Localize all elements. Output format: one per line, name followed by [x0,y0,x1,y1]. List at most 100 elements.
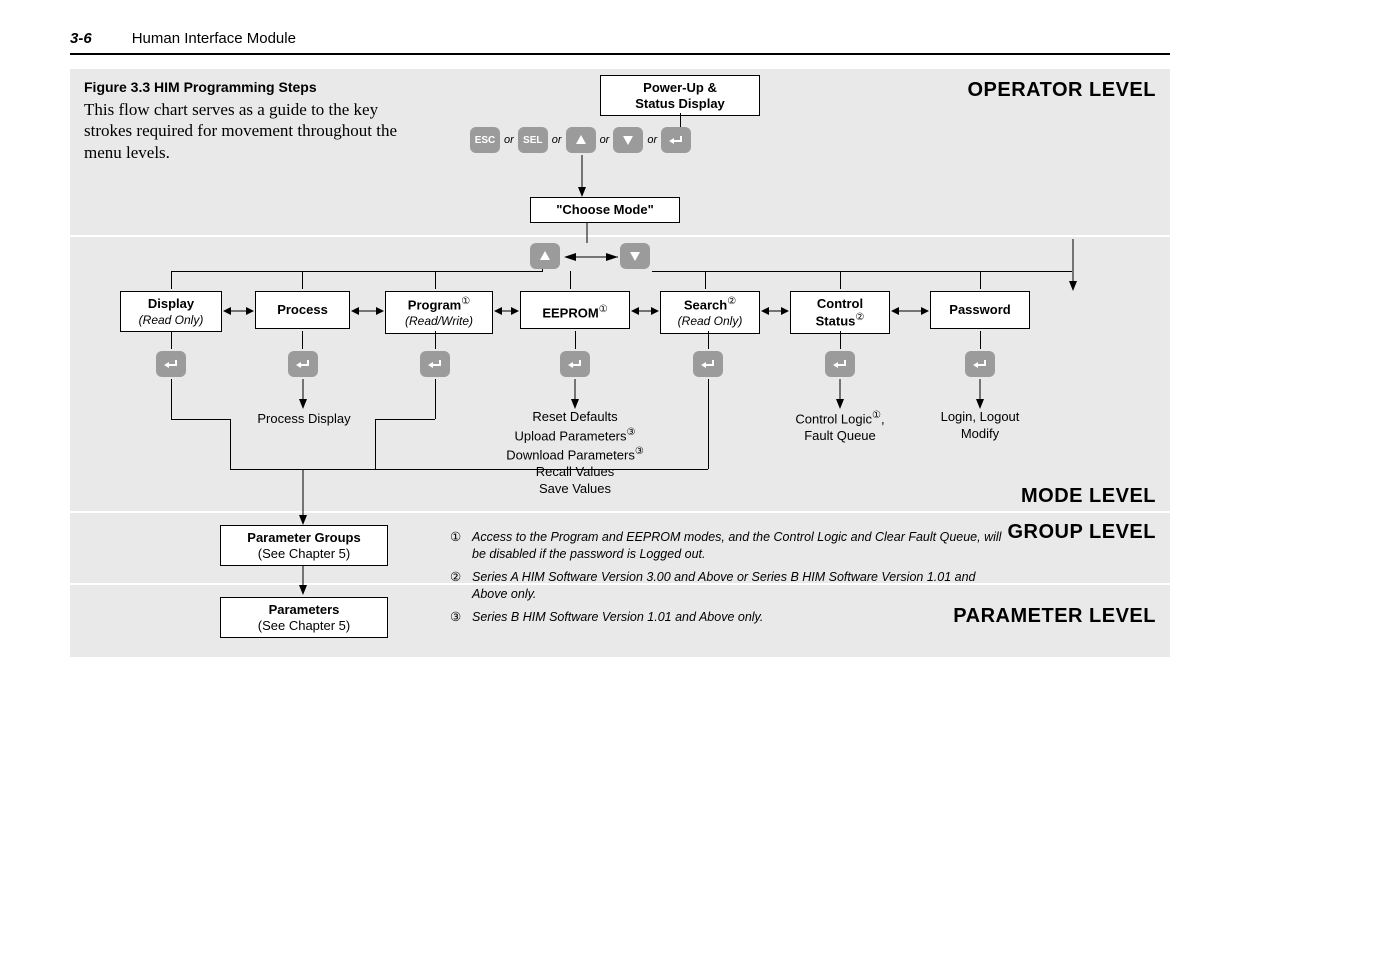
eeprom-l3-sup: ③ [635,446,644,457]
conn [171,271,172,289]
enter-eeprom-icon [560,351,590,377]
eeprom-l2: Upload Parameters [515,428,627,443]
box-choose-mode: "Choose Mode" [530,197,680,223]
key-up-icon [566,127,596,153]
conn [435,271,436,289]
eeprom-title: EEPROM [542,305,598,320]
password-l2: Modify [961,426,999,441]
box-display: Display (Read Only) [120,291,222,332]
params-sub: (See Chapter 5) [258,618,351,633]
note2-text: Series A HIM Software Version 3.00 and A… [472,569,1010,603]
eeprom-list: Reset Defaults Upload Parameters③ Downlo… [475,409,675,498]
box-parameter-groups: Parameter Groups (See Chapter 5) [220,525,388,566]
label-group-level: GROUP LEVEL [1008,521,1157,544]
label-mode-level: MODE LEVEL [1021,485,1156,508]
conn [708,379,709,469]
control-title-2: Status [816,313,856,328]
eeprom-l5: Save Values [539,481,611,496]
groups-sub: (See Chapter 5) [258,546,351,561]
page-header: 3-6 Human Interface Module [70,30,1170,55]
eeprom-l2-sup: ③ [627,427,636,438]
password-l1: Login, Logout [941,409,1020,424]
note3-num: ③ [450,609,472,626]
enter-control-icon [825,351,855,377]
password-list: Login, Logout Modify [920,409,1040,443]
search-sub: (Read Only) [678,314,743,328]
key-down-icon [613,127,643,153]
powerup-line2: Status Display [635,96,725,111]
note1-text: Access to the Program and EEPROM modes, … [472,529,1010,563]
enter-password-icon [965,351,995,377]
conn [435,331,436,349]
box-program: Program① (Read/Write) [385,291,493,334]
display-title: Display [148,296,194,311]
or-1: or [504,134,514,146]
box-search: Search② (Read Only) [660,291,760,334]
box-parameters: Parameters (See Chapter 5) [220,597,388,638]
figure-title: Figure 3.3 HIM Programming Steps [84,79,317,95]
key-sel: SEL [518,127,548,153]
conn [435,379,436,419]
conn [302,331,303,349]
conn [980,271,981,289]
program-sup: ① [461,296,470,307]
nav-up-icon [530,243,560,269]
conn [708,331,709,349]
conn [171,271,543,272]
groups-title: Parameter Groups [247,530,360,545]
search-title: Search [684,297,727,312]
eeprom-sup: ① [599,304,608,315]
control-l2: Fault Queue [804,428,876,443]
conn [980,331,981,349]
conn [575,331,576,349]
conn [840,271,841,289]
control-list: Control Logic①, Fault Queue [770,409,910,445]
label-operator-level: OPERATOR LEVEL [967,79,1156,102]
control-sup: ② [855,312,864,323]
conn [652,271,1072,272]
key-esc: ESC [470,127,500,153]
process-display-text: Process Display [244,411,364,428]
or-4: or [647,134,657,146]
params-title: Parameters [269,602,340,617]
eeprom-l3: Download Parameters [506,447,635,462]
conn [705,271,706,289]
conn [542,269,543,272]
key-row: ESC or SEL or or or [470,127,691,153]
control-l1: Control Logic [795,411,872,426]
conn [171,331,172,349]
choose-mode-text: "Choose Mode" [556,202,654,217]
note1-num: ① [450,529,472,563]
conn [303,469,708,470]
box-powerup: Power-Up & Status Display [600,75,760,116]
enter-program-icon [420,351,450,377]
control-l1-tail: , [881,411,885,426]
key-enter-icon [661,127,691,153]
figure-description: This flow chart serves as a guide to the… [84,99,424,163]
conn [171,379,172,419]
header-title: Human Interface Module [132,30,296,47]
control-title-1: Control [817,296,863,311]
eeprom-l4: Recall Values [536,464,615,479]
box-eeprom: EEPROM① [520,291,630,329]
flowchart: OPERATOR LEVEL MODE LEVEL GROUP LEVEL PA… [70,69,1170,669]
search-sup: ② [727,296,736,307]
conn [570,271,571,289]
enter-process-icon [288,351,318,377]
program-sub: (Read/Write) [405,314,473,328]
conn [302,271,303,289]
conn [230,469,303,470]
powerup-line1: Power-Up & [643,80,717,95]
enter-search-icon [693,351,723,377]
password-title: Password [949,302,1010,317]
conn [375,419,376,469]
conn [230,419,231,469]
footnotes: ① Access to the Program and EEPROM modes… [450,529,1010,631]
box-control-status: Control Status② [790,291,890,334]
control-l1-sup: ① [872,410,881,421]
process-title: Process [277,302,328,317]
enter-display-icon [156,351,186,377]
note3-text: Series B HIM Software Version 1.01 and A… [472,609,1010,626]
conn [680,113,681,127]
note2-num: ② [450,569,472,603]
